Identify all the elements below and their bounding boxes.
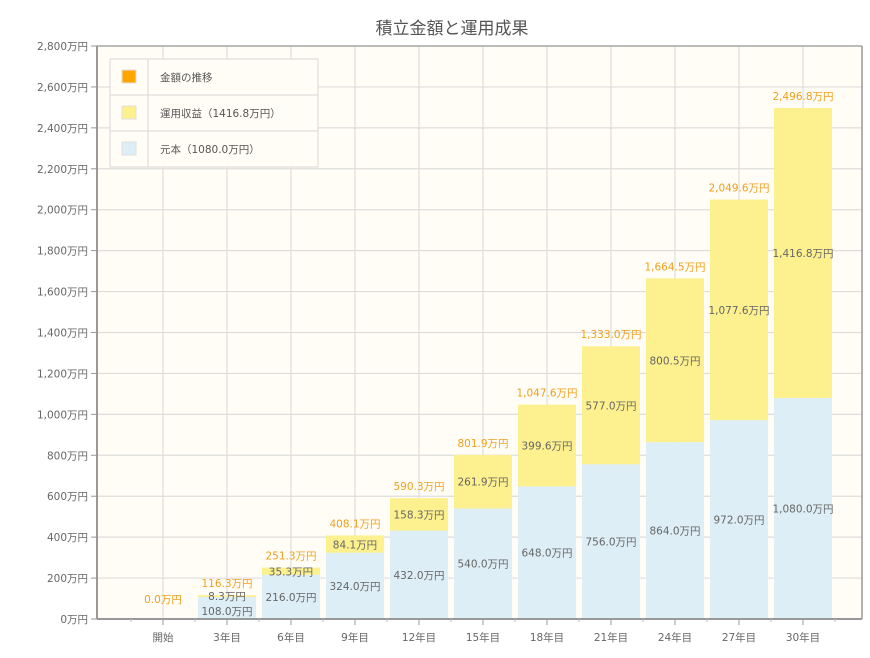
y-tick-label: 2,000万円 — [37, 205, 88, 217]
legend-box — [109, 58, 319, 168]
bar-principal-2 — [262, 574, 320, 619]
y-tick-label: 2,200万円 — [37, 164, 88, 176]
bar-principal-9 — [710, 420, 768, 619]
y-tick-label: 2,600万円 — [37, 82, 88, 94]
x-tick-label: 30年目 — [786, 631, 820, 644]
x-tick-label: 15年目 — [466, 631, 500, 644]
bar-principal-7 — [582, 464, 640, 619]
total-label: 801.9万円 — [457, 438, 508, 450]
total-label: 2,496.8万円 — [772, 91, 833, 103]
y-tick-label: 0万円 — [60, 614, 88, 626]
y-tick-label: 1,800万円 — [37, 246, 88, 258]
bar-return-6 — [518, 404, 576, 487]
y-axis-ticks: 0万円 200万円 400万円 600万円 800万円 1,000万円 1,200万円 1,4… — [37, 41, 97, 626]
x-axis-ticks: 開始 3年目 6年目 9年目 12年目 15年目 18年目 21年目 24年目 27年目 30年目 — [130, 619, 836, 644]
y-tick-label: 1,200万円 — [37, 368, 88, 380]
return-label: 8.3万円 — [208, 591, 246, 603]
bar-principal-1 — [198, 596, 256, 619]
bar-return-1 — [198, 595, 256, 597]
return-label: 577.0万円 — [585, 400, 636, 412]
principal-label: 216.0万円 — [265, 592, 316, 604]
total-label: 251.3万円 — [265, 551, 316, 563]
legend-swatch — [121, 69, 137, 84]
x-tick-label: 開始 — [153, 631, 174, 644]
return-label: 35.3万円 — [269, 567, 313, 579]
bar-return-10 — [774, 108, 832, 398]
total-label: 1,333.0万円 — [580, 329, 641, 341]
bar-return-7 — [582, 346, 640, 465]
y-tick-label: 200万円 — [47, 573, 88, 585]
return-label: 1,416.8万円 — [772, 248, 833, 260]
return-label: 158.3万円 — [393, 509, 444, 521]
principal-label: 540.0万円 — [457, 559, 508, 571]
y-tick-label: 1,600万円 — [37, 287, 88, 299]
bar-principal-4 — [390, 530, 448, 619]
return-label: 84.1万円 — [333, 539, 377, 551]
x-tick-label: 27年目 — [722, 631, 756, 644]
total-label: 0.0万円 — [144, 594, 182, 606]
y-tick-label: 1,400万円 — [37, 328, 88, 340]
principal-label: 108.0万円 — [201, 606, 252, 618]
x-tick-label: 18年目 — [530, 631, 564, 644]
bar-principal-3 — [326, 552, 384, 619]
legend-item-return: 運用収益（1416.8万円） — [121, 105, 281, 120]
legend-label: 運用収益（1416.8万円） — [160, 107, 281, 120]
total-label: 590.3万円 — [393, 481, 444, 493]
bars — [198, 108, 832, 619]
total-label: 2,049.6万円 — [708, 183, 769, 195]
bar-return-2 — [262, 567, 320, 575]
x-tick-label: 9年目 — [341, 631, 369, 644]
principal-label: 324.0万円 — [329, 581, 380, 593]
bar-return-8 — [646, 278, 704, 443]
principal-label: 864.0万円 — [649, 526, 700, 538]
bar-principal-6 — [518, 486, 576, 619]
legend-item-total: 金額の推移 — [121, 69, 213, 84]
principal-label: 756.0万円 — [585, 537, 636, 549]
y-tick-label: 600万円 — [47, 491, 88, 503]
bar-principal-10 — [774, 397, 832, 619]
y-tick-label: 2,800万円 — [37, 41, 88, 53]
bar-return-4 — [390, 498, 448, 531]
y-tick-label: 1,000万円 — [37, 409, 88, 421]
legend-item-principal: 元本（1080.0万円） — [121, 141, 260, 156]
principal-label: 1,080.0万円 — [772, 503, 833, 515]
return-label: 800.5万円 — [649, 355, 700, 367]
legend-swatch — [121, 141, 137, 156]
bar-principal-5 — [454, 508, 512, 619]
total-label: 1,664.5万円 — [644, 261, 705, 273]
x-tick-label: 3年目 — [213, 631, 241, 644]
bar-return-5 — [454, 454, 512, 509]
x-tick-label: 24年目 — [658, 631, 692, 644]
x-tick-label: 21年目 — [594, 631, 628, 644]
principal-label: 648.0万円 — [521, 548, 572, 560]
x-tick-label: 6年目 — [277, 631, 305, 644]
total-label: 408.1万円 — [329, 518, 380, 530]
return-label: 1,077.6万円 — [708, 305, 769, 317]
bar-return-3 — [326, 535, 384, 553]
legend-label: 金額の推移 — [160, 71, 213, 84]
bar-principal-8 — [646, 442, 704, 619]
bar-return-9 — [710, 199, 768, 421]
total-label: 1,047.6万円 — [516, 388, 577, 400]
x-tick-label: 12年目 — [402, 631, 436, 644]
principal-label: 972.0万円 — [713, 515, 764, 527]
legend-swatch — [121, 105, 137, 120]
y-tick-label: 2,400万円 — [37, 123, 88, 135]
legend-label: 元本（1080.0万円） — [160, 143, 260, 156]
return-label: 261.9万円 — [457, 477, 508, 489]
y-tick-label: 800万円 — [47, 450, 88, 462]
return-label: 399.6万円 — [521, 441, 572, 453]
y-tick-label: 400万円 — [47, 532, 88, 544]
principal-label: 432.0万円 — [393, 570, 444, 582]
chart-title: 積立金額と運用成果 — [376, 19, 529, 39]
total-label: 116.3万円 — [201, 578, 252, 590]
